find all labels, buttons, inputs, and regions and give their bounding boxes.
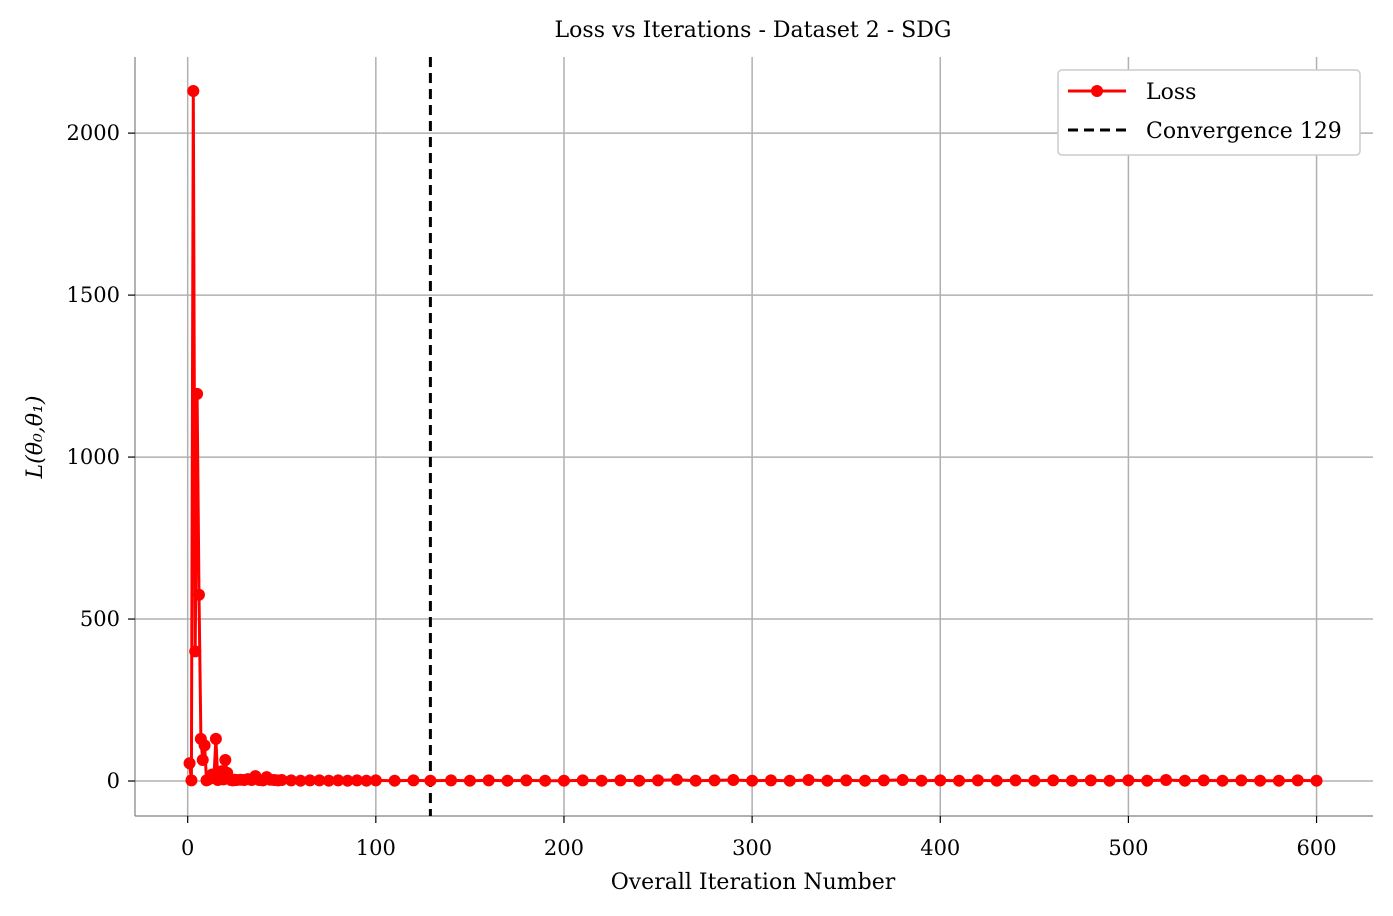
loss-point [557, 774, 570, 787]
y-tick-label: 2000 [67, 121, 120, 145]
loss-point [670, 773, 683, 786]
loss-point [708, 774, 721, 787]
loss-point [183, 757, 196, 770]
loss-point [463, 774, 476, 787]
loss-point [1178, 774, 1191, 787]
loss-point [689, 774, 702, 787]
loss-point [1216, 774, 1229, 787]
loss-point [783, 774, 796, 787]
loss-series [183, 85, 1323, 787]
loss-point [539, 774, 552, 787]
y-axis-ticks: 0 500 1000 1500 2000 [67, 121, 135, 793]
loss-point [1197, 774, 1210, 787]
loss-point [198, 739, 211, 752]
y-tick-label: 500 [80, 607, 120, 631]
loss-point [196, 753, 209, 766]
loss-point [189, 645, 202, 658]
loss-point [322, 774, 335, 787]
legend-loss-swatch-marker [1091, 85, 1103, 97]
loss-point [424, 774, 437, 787]
loss-point [187, 85, 200, 98]
loss-point [520, 774, 533, 787]
loss-point [1084, 774, 1097, 787]
loss-point [1160, 774, 1173, 787]
legend: Loss Convergence 129 [1057, 69, 1361, 156]
loss-point [1009, 774, 1022, 787]
loss-point [990, 774, 1003, 787]
loss-point [332, 774, 345, 787]
x-tick-label: 400 [920, 836, 960, 860]
loss-point [727, 774, 740, 787]
loss-point [859, 774, 872, 787]
grid [135, 57, 1373, 816]
loss-point [192, 588, 205, 601]
loss-point [1310, 774, 1323, 787]
loss-point [971, 774, 984, 787]
loss-point [191, 387, 204, 400]
loss-point [764, 774, 777, 787]
loss-point [1047, 774, 1060, 787]
loss-point [185, 774, 198, 787]
loss-point [633, 774, 646, 787]
x-tick-label: 600 [1297, 836, 1337, 860]
chart-title: Loss vs Iterations - Dataset 2 - SDG [555, 18, 952, 43]
loss-point [614, 774, 627, 787]
loss-point [388, 774, 401, 787]
x-tick-label: 200 [544, 836, 584, 860]
loss-point [285, 774, 298, 787]
legend-convergence-label: Convergence 129 [1146, 119, 1342, 144]
loss-point [1291, 774, 1304, 787]
loss-point [407, 774, 420, 787]
loss-point [1028, 774, 1041, 787]
loss-point [934, 774, 947, 787]
loss-point [209, 732, 222, 745]
x-axis-label: Overall Iteration Number [611, 870, 896, 895]
loss-point [313, 774, 326, 787]
loss-point [303, 774, 316, 787]
axes [134, 57, 1373, 817]
loss-point [746, 774, 759, 787]
y-axis-label: L(θ₀,θ₁) [23, 396, 48, 480]
loss-point [1103, 774, 1116, 787]
y-tick-label: 0 [107, 769, 120, 793]
legend-loss-label: Loss [1146, 80, 1196, 105]
loss-point [652, 774, 665, 787]
loss-point [821, 774, 834, 787]
loss-point [802, 774, 815, 787]
loss-point [351, 774, 364, 787]
loss-point [501, 774, 514, 787]
x-tick-label: 500 [1108, 836, 1148, 860]
loss-point [595, 774, 608, 787]
y-tick-label: 1000 [67, 445, 120, 469]
x-axis-ticks: 0 100 200 300 400 500 600 [181, 816, 1337, 860]
y-tick-label: 1500 [67, 283, 120, 307]
x-tick-label: 300 [732, 836, 772, 860]
loss-point [915, 774, 928, 787]
loss-point [1235, 774, 1248, 787]
loss-point [341, 774, 354, 787]
loss-point [1141, 774, 1154, 787]
loss-point [576, 774, 589, 787]
loss-point [219, 753, 232, 766]
loss-point [482, 774, 495, 787]
loss-point [896, 774, 909, 787]
loss-point [275, 774, 288, 787]
loss-point [360, 774, 373, 787]
loss-line [188, 89, 1317, 783]
loss-point [953, 774, 966, 787]
x-tick-label: 100 [356, 836, 396, 860]
loss-point [877, 774, 890, 787]
loss-point [1122, 774, 1135, 787]
loss-point [445, 774, 458, 787]
x-tick-label: 0 [181, 836, 194, 860]
loss-point [369, 774, 382, 787]
loss-point [294, 774, 307, 787]
loss-point [840, 774, 853, 787]
loss-point [1254, 774, 1267, 787]
loss-point [1272, 774, 1285, 787]
loss-point [1065, 774, 1078, 787]
legend-box [1057, 69, 1361, 156]
